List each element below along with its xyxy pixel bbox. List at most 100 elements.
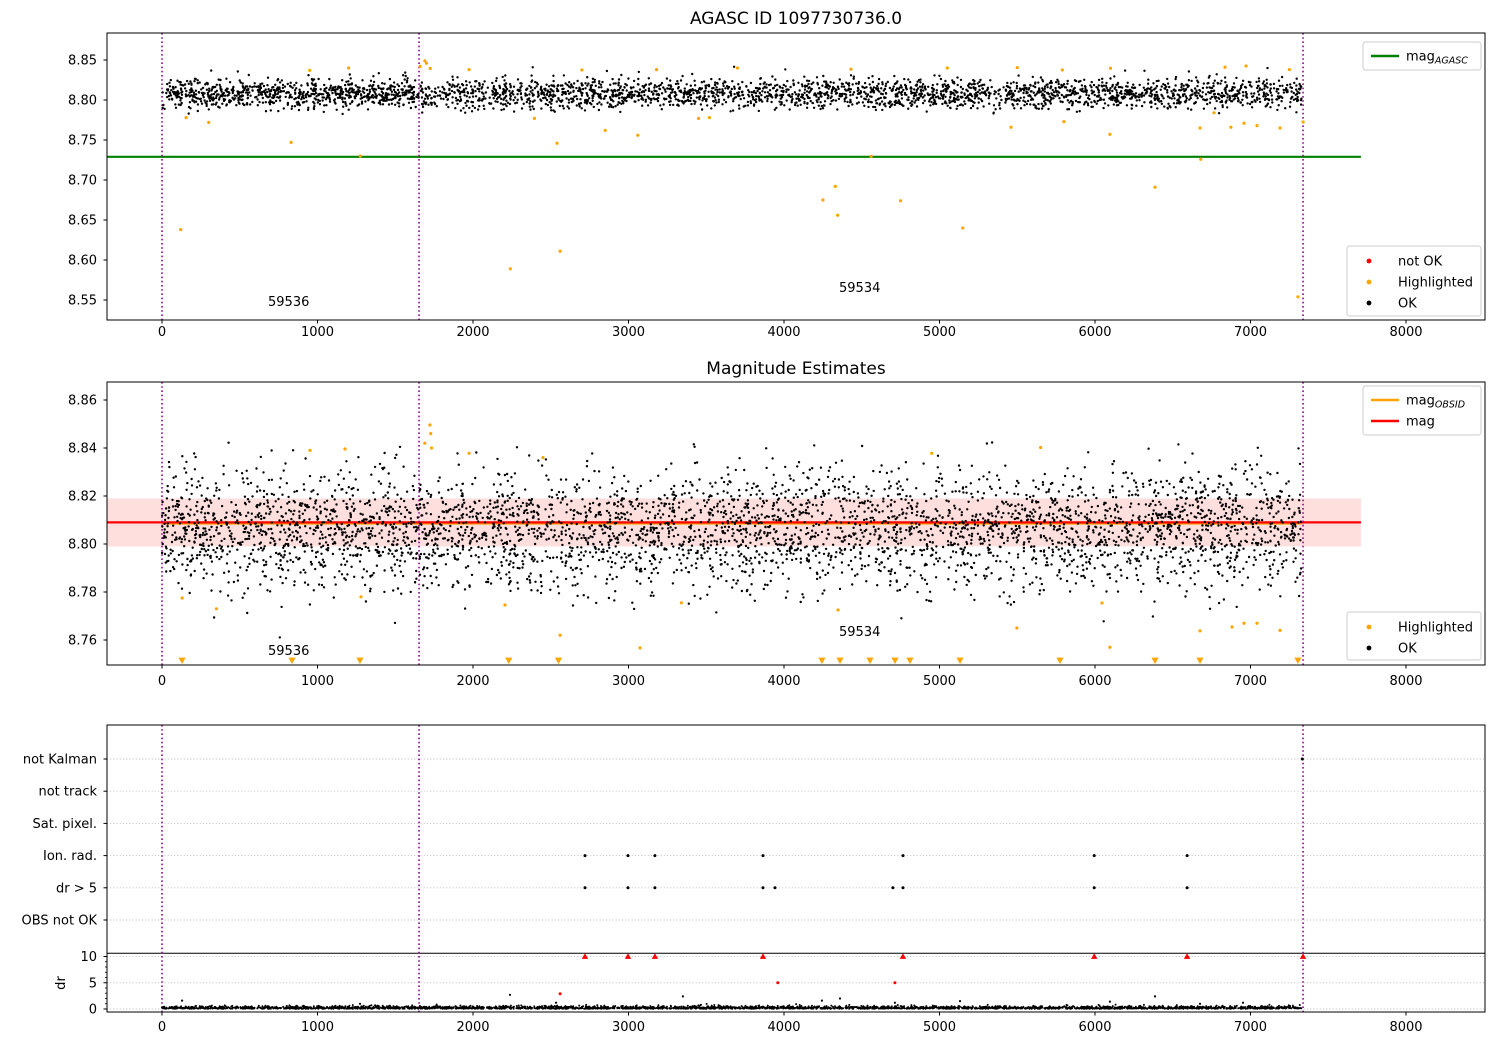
dr-axis-label: dr (54, 976, 69, 990)
dr-clipped-triangle (651, 953, 659, 959)
axes-spines (106, 381, 1486, 666)
x-tick-label: 7000 (1234, 1020, 1267, 1035)
flag-points (583, 757, 1304, 890)
clipped-low-triangle (866, 657, 874, 664)
dr-clipped-triangle (759, 953, 767, 959)
legend-entry-label: OK (1398, 642, 1417, 657)
y-tick-label: 8.75 (68, 134, 97, 149)
top-panel-title: AGASC ID 1097730736.0 (690, 9, 902, 29)
clipped-low-triangle (836, 657, 844, 664)
y-tick-label: not track (38, 785, 97, 800)
x-tick-label: 1000 (301, 1020, 334, 1035)
dr-clipped-markers (581, 953, 1307, 959)
y-tick-label: 8.70 (68, 174, 97, 189)
x-tick-label: 5000 (923, 325, 956, 340)
legend-box (1362, 41, 1482, 71)
x-tick-label: 3000 (612, 674, 645, 689)
clipped-low-triangle (1294, 657, 1302, 664)
legend-marker-sample (1366, 624, 1372, 630)
y-tick-label: 8.86 (68, 394, 97, 409)
dr-clipped-triangle (899, 953, 907, 959)
legend-box (1346, 245, 1482, 317)
y-tick-label: 8.76 (68, 634, 97, 649)
y-tick-label: Ion. rad. (43, 849, 97, 864)
middle-panel: 0 1000 2000 3000 4000 5000 6000 7000 8000 8.76 8.7… (68, 381, 1486, 690)
obsid-label: 59536 (268, 295, 309, 310)
y-tick-label: 8.82 (68, 490, 97, 505)
highlighted-points (179, 59, 1305, 299)
obsid-boundary-vlines (161, 382, 1304, 665)
dr-clipped-triangle (1183, 953, 1191, 959)
clipped-low-triangle (554, 657, 563, 664)
top-panel-marker-legend: not OK Highlighted OK (1346, 245, 1482, 317)
x-tick-label: 8000 (1389, 674, 1422, 689)
x-tick-label: 6000 (1078, 674, 1111, 689)
obsid-label: 59534 (839, 625, 880, 640)
clipped-low-triangle (906, 657, 914, 664)
x-tick-label: 8000 (1389, 325, 1422, 340)
bottom-panel: 0 1000 2000 3000 4000 5000 6000 7000 8000 not Kal… (22, 724, 1486, 1036)
x-tick-label: 5000 (923, 1020, 956, 1035)
legend-entry-label: magAGASC (1406, 50, 1468, 67)
x-tick-label: 0 (158, 674, 166, 689)
y-tick-label: 8.60 (68, 254, 97, 269)
y-tick-label: 8.80 (68, 538, 97, 553)
clipped-low-triangle (1151, 657, 1159, 664)
ok-points (161, 65, 1303, 116)
clipped-low-triangle (891, 657, 899, 664)
legend-entry-label: Highlighted (1398, 276, 1473, 291)
obsid-label: 59534 (839, 281, 880, 296)
dr-clipped-triangle (1299, 953, 1307, 959)
y-tick-label: 5 (89, 976, 97, 991)
legend-marker-sample (1366, 645, 1372, 651)
legend-box (1362, 385, 1482, 436)
dr-spike-points (181, 993, 1245, 1005)
obsid-annotations: 59536 59534 (268, 281, 880, 310)
x-tick-label: 1000 (301, 325, 334, 340)
axis-ticks: 0 1000 2000 3000 4000 5000 6000 7000 8000 8.55 8.6… (68, 54, 1423, 341)
top-panel-line-legend: magAGASC (1362, 41, 1482, 71)
x-tick-label: 6000 (1078, 1020, 1111, 1035)
middle-panel-line-legend: magOBSID mag (1362, 385, 1482, 436)
highlighted-points (180, 423, 1282, 650)
dr-clipped-triangle (581, 953, 589, 959)
x-tick-label: 2000 (456, 1020, 489, 1035)
dr-points (161, 1002, 1303, 1010)
clipped-low-triangle (288, 657, 296, 664)
x-tick-label: 7000 (1234, 325, 1267, 340)
clipped-low-triangle (1196, 657, 1204, 664)
axis-ticks: 0 1000 2000 3000 4000 5000 6000 7000 8000 not Kal… (22, 753, 1423, 1036)
flag-gridlines (107, 758, 1485, 1010)
y-tick-label: Sat. pixel. (33, 817, 97, 832)
y-tick-label: dr > 5 (56, 881, 97, 896)
y-tick-label: 10 (80, 950, 97, 965)
x-tick-label: 3000 (612, 1020, 645, 1035)
y-tick-label: not Kalman (23, 753, 97, 768)
axis-ticks: 0 1000 2000 3000 4000 5000 6000 7000 8000 8.76 8.7… (68, 394, 1423, 690)
middle-panel-title: Magnitude Estimates (706, 359, 886, 379)
axes-spines (106, 32, 1486, 321)
x-tick-label: 7000 (1234, 674, 1267, 689)
dr-clipped-triangle (624, 953, 632, 959)
x-tick-label: 0 (158, 325, 166, 340)
x-tick-label: 8000 (1389, 1020, 1422, 1035)
obsid-annotations: 59536 59534 (268, 625, 880, 659)
obsid-boundary-vlines (161, 725, 1304, 1012)
x-tick-label: 2000 (456, 325, 489, 340)
x-tick-label: 2000 (456, 674, 489, 689)
clipped-low-triangle (818, 657, 826, 664)
axes-spines (106, 724, 1486, 1013)
x-tick-label: 0 (158, 1020, 166, 1035)
chart-render-root: 0 1000 2000 3000 4000 5000 6000 7000 80008.558.6… (22, 32, 1486, 1036)
obsid-label: 59536 (268, 644, 309, 659)
y-tick-label: 0 (89, 1003, 97, 1018)
clipped-low-markers (178, 657, 1302, 664)
x-tick-label: 1000 (301, 674, 334, 689)
legend-entry-label: magOBSID (1406, 394, 1465, 411)
top-panel: 0 1000 2000 3000 4000 5000 6000 7000 8000 8.55 8.6… (68, 32, 1486, 341)
x-tick-label: 4000 (767, 325, 800, 340)
ok-points (160, 441, 1303, 639)
clipped-low-triangle (356, 657, 364, 664)
